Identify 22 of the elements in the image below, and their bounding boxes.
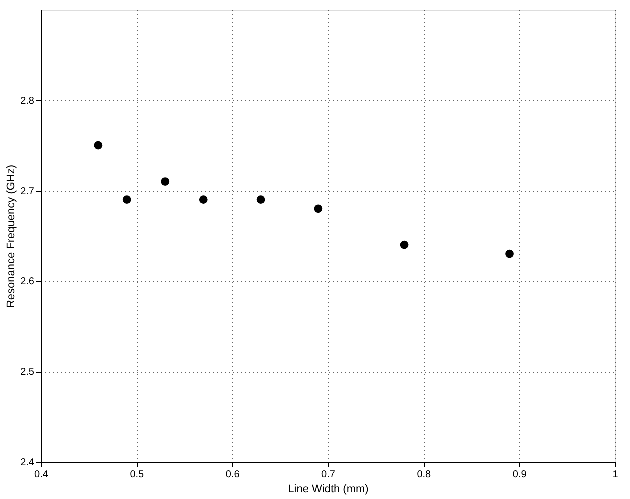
point [161, 178, 170, 186]
x-tick-label: 0.8 [417, 470, 432, 480]
y-tick-label: 2.5 [20, 367, 35, 378]
x-tick-label: 0.5 [130, 470, 145, 480]
x-tick-label: 0.6 [226, 470, 240, 480]
point [314, 204, 323, 214]
x-axis-title: Line Width (mm) [288, 484, 369, 496]
x-tick-label: 0.4 [34, 470, 49, 480]
point [400, 240, 409, 250]
x-tick-label: 1 [612, 470, 619, 480]
y-tick-label: 2.8 [20, 96, 35, 107]
point [199, 196, 208, 204]
y-tick-label: 2.6 [20, 276, 35, 288]
y-tick-label: 2.7 [20, 186, 35, 198]
point [256, 196, 266, 204]
point [506, 250, 514, 258]
y-axis-title: Resonance Frequency (GHz) [6, 164, 18, 308]
x-tick-label: 0.7 [322, 470, 336, 480]
y-tick-label: 2.4 [20, 458, 35, 468]
x-tick-label: 0.9 [512, 470, 528, 480]
point [122, 196, 132, 204]
point [94, 141, 103, 150]
